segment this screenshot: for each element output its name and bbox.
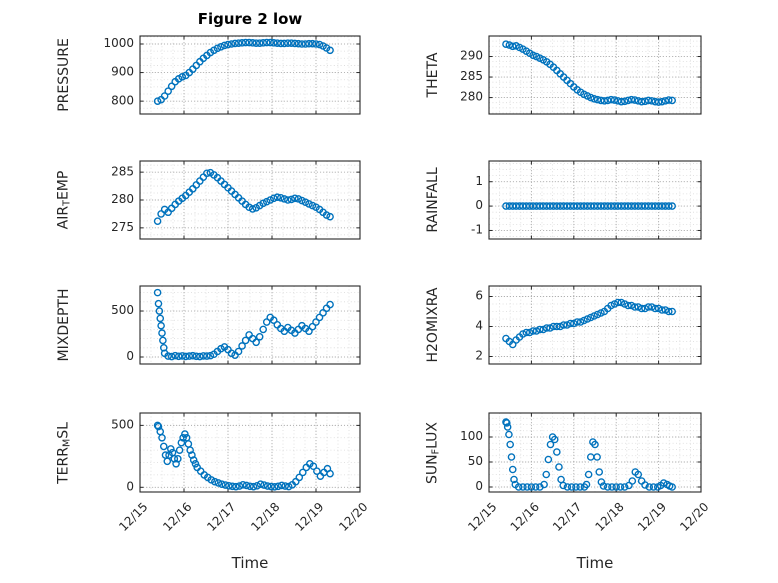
subplot-canvas-terr-msl: [82, 405, 372, 552]
y-axis-label-mixdepth: MIXDEPTH: [56, 288, 72, 362]
subplot-canvas-rainfall: [431, 153, 713, 247]
y-axis-label-sun-flux: SUNFLUX: [424, 421, 442, 484]
subplot-canvas-airtemp: [82, 153, 372, 247]
y-axis-label-pressure: PRESSURE: [56, 38, 72, 112]
subplot-canvas-sun-flux: [431, 405, 713, 552]
x-axis-label-left: Time: [231, 554, 269, 572]
y-axis-label-rainfall: RAINFALL: [425, 167, 441, 233]
y-axis-label-terr-msl: TERRMSL: [55, 421, 73, 484]
subplot-canvas-pressure: [82, 28, 372, 122]
subplot-canvas-h2omixra: [431, 278, 713, 372]
x-axis-label-right: Time: [576, 554, 614, 572]
y-axis-label-airtemp: AIRTEMP: [55, 170, 73, 230]
subplot-canvas-theta: [431, 28, 713, 122]
figure-title: Figure 2 low: [197, 10, 303, 28]
y-axis-label-theta: THETA: [425, 52, 441, 98]
y-axis-label-h2omixra: H2OMIXRA: [425, 287, 441, 363]
subplot-canvas-mixdepth: [82, 278, 372, 372]
